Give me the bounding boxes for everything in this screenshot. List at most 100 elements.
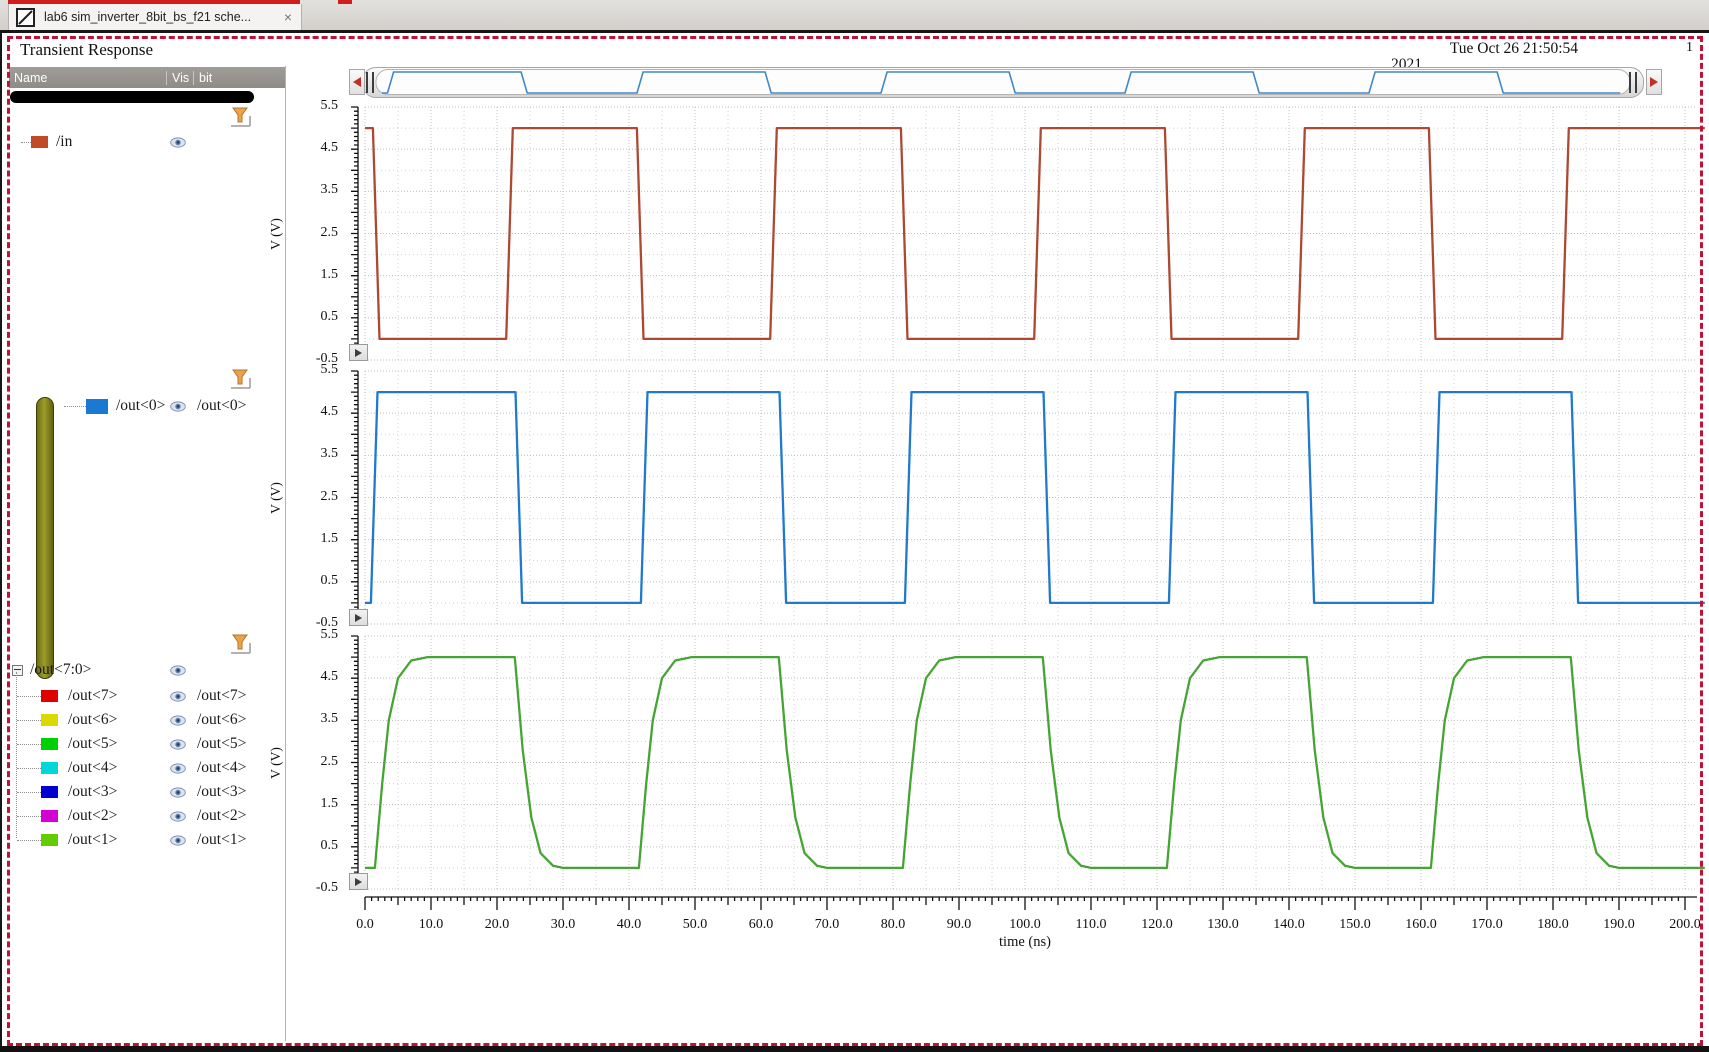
tree-row-bus-bit[interactable]: /out<4> /out<4> (0, 758, 285, 778)
overview-waveform-thumbnail[interactable] (364, 68, 1642, 97)
right-arrow-icon (1650, 77, 1658, 87)
y-tick-label: 1.5 (320, 530, 339, 546)
visibility-eye-icon[interactable] (170, 834, 186, 846)
signal-color-swatch[interactable] (41, 762, 58, 774)
column-header-name[interactable]: Name (14, 70, 48, 85)
x-tick-label: 30.0 (550, 917, 576, 932)
visibility-eye-icon[interactable] (170, 664, 186, 676)
x-tick-label: 50.0 (682, 917, 708, 932)
tree-branch (21, 141, 31, 143)
tree-branch (17, 767, 41, 769)
left-arrow-icon (353, 77, 361, 87)
signal-name: /out<2> (68, 807, 118, 824)
pane-marker-button[interactable] (349, 873, 368, 890)
column-header-vis[interactable]: Vis (166, 70, 193, 85)
bit-name: /out<2> (197, 807, 247, 824)
bit-name: /out<4> (197, 759, 247, 776)
x-tick-label: 120.0 (1141, 917, 1173, 932)
tab-label: lab6 sim_inverter_8bit_bs_f21 sche... (44, 10, 252, 24)
waveform-pane-bus[interactable] (344, 635, 1705, 890)
y-tick-label: 2.5 (320, 488, 339, 504)
visibility-eye-icon[interactable] (170, 136, 186, 148)
tree-row-bus-bit[interactable]: /out<5> /out<5> (0, 734, 285, 754)
signal-name: /out<5> (68, 735, 118, 752)
x-tick-label: 0.0 (356, 917, 374, 932)
x-axis-ruler (364, 896, 1697, 910)
scrollbar-right-grip[interactable] (1629, 72, 1637, 93)
signal-color-swatch[interactable] (41, 834, 58, 846)
pane-marker-button[interactable] (349, 609, 368, 626)
y-tick-label: 4.5 (320, 404, 339, 420)
visibility-eye-icon[interactable] (170, 786, 186, 798)
tree-branch (17, 695, 41, 697)
signal-name: /out<7:0> (30, 661, 92, 678)
waveform-pane-in[interactable] (344, 106, 1705, 361)
collapse-expander-icon[interactable] (12, 664, 23, 676)
y-axis-title: V (V) (268, 217, 283, 250)
plot-title: Transient Response (20, 40, 154, 59)
filter-funnel-icon[interactable] (228, 106, 254, 128)
timestamp: Tue Oct 26 21:50:54 (1449, 40, 1578, 57)
column-header-bit[interactable]: bit (193, 70, 285, 85)
y-tick-label: 1.5 (320, 795, 339, 811)
signal-color-swatch[interactable] (31, 136, 48, 148)
tab-accent-sliver (338, 0, 352, 4)
tab-close-icon[interactable]: × (283, 9, 292, 25)
y-tick-label: 0.5 (320, 572, 339, 588)
x-tick-label: 160.0 (1405, 917, 1437, 932)
visibility-eye-icon[interactable] (170, 762, 186, 774)
tree-row-out0[interactable]: /out<0> /out<0> (0, 396, 285, 416)
filter-funnel-icon[interactable] (228, 633, 254, 655)
signal-color-swatch[interactable] (41, 810, 58, 822)
signal-color-swatch[interactable] (41, 738, 58, 750)
tree-row-bus-bit[interactable]: /out<1> /out<1> (0, 830, 285, 850)
signal-color-swatch[interactable] (41, 714, 58, 726)
window-bottom-frame (0, 1046, 1709, 1052)
y-tick-label: 2.5 (320, 753, 339, 769)
x-axis-title: time (ns) (999, 934, 1051, 950)
signal-color-swatch[interactable] (41, 786, 58, 798)
tree-branch (17, 719, 41, 721)
tree-branch (17, 791, 41, 793)
scrollbar-left-arrow[interactable] (349, 69, 365, 95)
tree-header: Name Vis bit (9, 67, 285, 88)
visibility-eye-icon[interactable] (170, 690, 186, 702)
bit-name: /out<0> (197, 397, 247, 414)
pane-selection-indicator[interactable] (36, 397, 54, 679)
visibility-eye-icon[interactable] (170, 714, 186, 726)
collapsed-signal-bar[interactable] (10, 91, 254, 103)
y-tick-label: 4.5 (320, 140, 339, 156)
play-icon (355, 877, 362, 886)
filter-funnel-icon[interactable] (228, 368, 254, 390)
y-tick-label: 3.5 (320, 446, 339, 462)
play-icon (355, 613, 362, 622)
signal-color-swatch[interactable] (41, 690, 58, 702)
tree-row-bus-bit[interactable]: /out<2> /out<2> (0, 806, 285, 826)
tree-row-in[interactable]: /in (0, 132, 285, 152)
visibility-eye-icon[interactable] (170, 810, 186, 822)
panel-divider[interactable] (285, 66, 286, 1041)
page-indicator: 1 (1686, 40, 1693, 55)
tree-row-bus-bit[interactable]: /out<3> /out<3> (0, 782, 285, 802)
waveform-pane-out0[interactable] (344, 370, 1705, 625)
visibility-eye-icon[interactable] (170, 400, 186, 412)
signal-name: /out<3> (68, 783, 118, 800)
scrollbar-right-arrow[interactable] (1646, 69, 1662, 95)
bit-name: /out<1> (197, 831, 247, 848)
tree-branch (17, 839, 41, 841)
x-tick-label: 80.0 (880, 917, 906, 932)
signal-color-swatch[interactable] (86, 398, 108, 414)
tree-row-bus[interactable]: /out<7:0> (0, 660, 285, 680)
tree-branch (17, 815, 41, 817)
tree-row-bus-bit[interactable]: /out<7> /out<7> (0, 686, 285, 706)
viva-window (0, 30, 1709, 1046)
tree-row-bus-bit[interactable]: /out<6> /out<6> (0, 710, 285, 730)
x-tick-label: 60.0 (748, 917, 774, 932)
visibility-eye-icon[interactable] (170, 738, 186, 750)
y-tick-label: 3.5 (320, 182, 339, 198)
play-icon (355, 348, 362, 357)
x-tick-label: 130.0 (1207, 917, 1239, 932)
tab-transient-response[interactable]: lab6 sim_inverter_8bit_bs_f21 sche... × (8, 4, 302, 30)
scrollbar-left-grip[interactable] (366, 72, 374, 93)
pane-marker-button[interactable] (349, 344, 368, 361)
